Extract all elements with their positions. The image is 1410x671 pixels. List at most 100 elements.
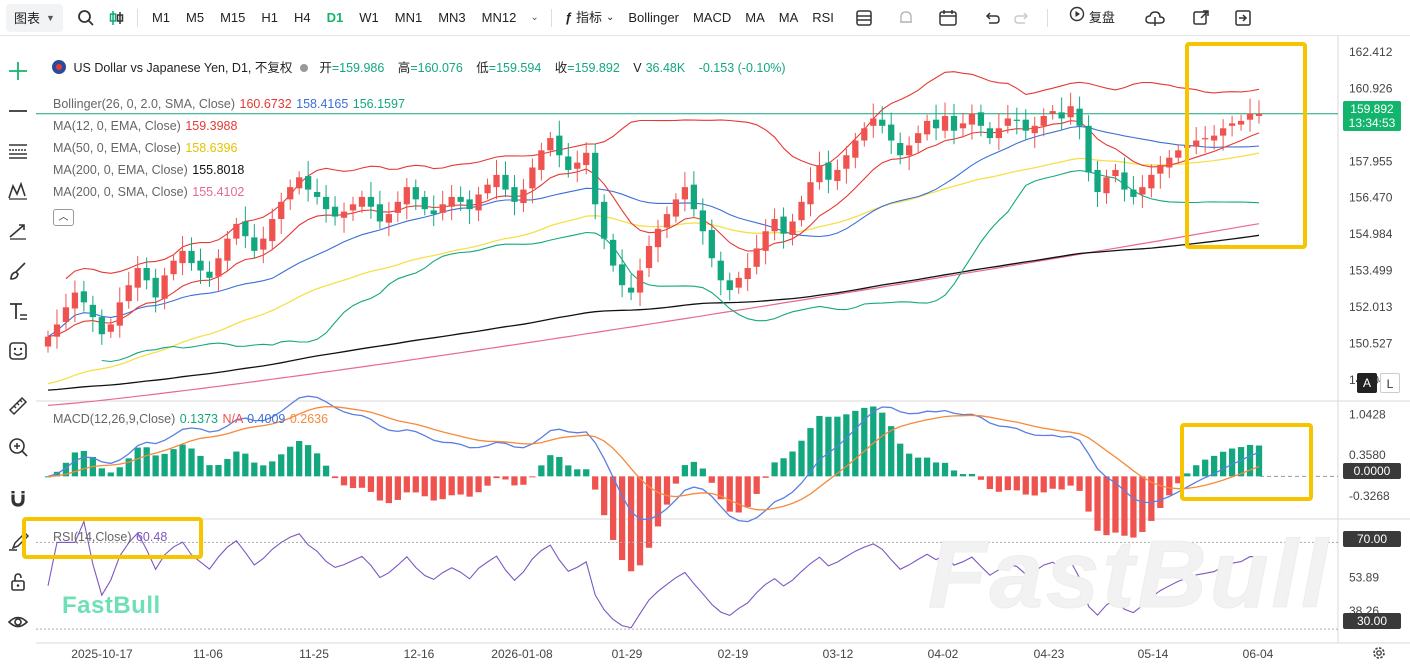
candle-body <box>107 324 114 332</box>
undo-icon[interactable] <box>977 3 1007 33</box>
candle-body <box>278 201 285 219</box>
draw-mode-icon[interactable] <box>3 526 33 556</box>
price-axis-label: 157.955 <box>1349 154 1393 168</box>
timeframe-h4[interactable]: H4 <box>293 9 311 25</box>
sma200-legend[interactable]: MA(200, 0, SMA, Close) 155.4102 <box>52 185 244 199</box>
candle <box>538 142 545 181</box>
x-axis-label: 04-02 <box>928 647 959 661</box>
ema12-legend[interactable]: MA(12, 0, EMA, Close) 159.3988 <box>52 119 237 133</box>
candle <box>753 234 760 275</box>
layout-icon[interactable] <box>849 3 879 33</box>
open-external-icon[interactable] <box>1186 3 1216 33</box>
text-tool-icon[interactable] <box>3 296 33 326</box>
pattern-icon[interactable] <box>3 176 33 206</box>
replay-button[interactable]: 复盘 <box>1062 4 1122 32</box>
candle <box>834 159 841 191</box>
candle <box>1058 97 1065 131</box>
cloud-icon[interactable] <box>1140 3 1170 33</box>
collapse-legend-button[interactable]: ︿ <box>53 209 74 226</box>
timeframe-mn3[interactable]: MN3 <box>438 9 466 25</box>
candle-body <box>53 324 61 337</box>
timeframe-w1[interactable]: W1 <box>359 9 379 25</box>
timeframe-more-icon[interactable]: ⌄ <box>530 12 539 23</box>
macd-histogram-bar <box>215 464 222 477</box>
indicator-shortcuts: Bollinger MACD MA MA RSI <box>621 4 841 32</box>
candle-body <box>260 238 267 250</box>
candle-body <box>1013 119 1020 121</box>
candle-body <box>959 123 967 129</box>
candle-body <box>995 128 1002 139</box>
macd-histogram-bar <box>789 451 796 477</box>
indicator-shortcut-macd-1[interactable]: MACD <box>692 9 732 25</box>
redo-icon[interactable] <box>1007 3 1037 33</box>
timeframe-m5[interactable]: M5 <box>186 9 205 25</box>
candle-body <box>1148 174 1155 189</box>
timeframe-mn12[interactable]: MN12 <box>481 9 517 25</box>
auto-scale-button[interactable]: A <box>1357 373 1377 393</box>
ruler-icon[interactable] <box>3 391 33 421</box>
fibonacci-icon[interactable] <box>3 136 33 166</box>
chart-menu-button[interactable]: 图表 ▼ <box>6 3 63 32</box>
timeframe-h1[interactable]: H1 <box>261 9 278 25</box>
candle-body <box>161 275 168 299</box>
macd-histogram-bar <box>618 476 626 561</box>
candle-body <box>1219 128 1227 136</box>
ema50-legend[interactable]: MA(50, 0, EMA, Close) 158.6396 <box>52 141 237 155</box>
bollinger-legend[interactable]: Bollinger(26, 0, 2.0, SMA, Close) 160.67… <box>52 97 405 111</box>
candlestick-type-icon[interactable] <box>101 3 131 33</box>
candle <box>340 202 348 233</box>
candle-body <box>331 206 339 217</box>
macd-histogram-bar <box>260 465 267 477</box>
timeframe-m15[interactable]: M15 <box>220 9 246 25</box>
alert-bell-icon[interactable] <box>891 3 921 33</box>
macd-histogram-bar <box>305 445 312 477</box>
log-scale-button[interactable]: L <box>1380 373 1400 393</box>
chevron-down-icon: ▼ <box>46 12 55 23</box>
candle <box>843 146 850 184</box>
macd-legend[interactable]: MACD(12,26,9,Close) 0.1373 N/A 0.4009 0.… <box>52 412 328 426</box>
macd-histogram-bar <box>1076 476 1083 491</box>
macd-histogram-bar <box>403 476 410 493</box>
replay-label: 复盘 <box>1088 9 1115 25</box>
candle <box>143 257 150 290</box>
macd-histogram-bar <box>636 476 644 566</box>
search-icon[interactable] <box>71 3 101 33</box>
candle <box>71 280 79 322</box>
candle-body <box>251 237 258 251</box>
macd-axis-label: 1.0428 <box>1349 407 1386 421</box>
eye-icon[interactable] <box>3 607 33 637</box>
indicator-button[interactable]: ƒ 指标 ⌄ <box>558 4 622 32</box>
macd-hist-value: 0.1373 <box>179 412 218 426</box>
timeframe-mn1[interactable]: MN1 <box>394 9 423 25</box>
magnet-icon[interactable] <box>3 484 33 514</box>
lock-icon[interactable] <box>3 567 33 597</box>
candle <box>1255 100 1263 124</box>
timeframe-d1[interactable]: D1 <box>326 9 344 25</box>
timeframe-m1[interactable]: M1 <box>151 9 170 25</box>
candle-body <box>1067 106 1074 118</box>
candle <box>1211 125 1218 150</box>
indicator-shortcut-bollinger-0[interactable]: Bollinger <box>628 9 679 25</box>
x-axis-label: 06-04 <box>1243 647 1274 661</box>
indicator-shortcut-rsi-4[interactable]: RSI <box>812 9 834 25</box>
candle <box>313 178 321 205</box>
ema200-legend[interactable]: MA(200, 0, EMA, Close) 155.8018 <box>52 163 244 177</box>
trend-line-icon[interactable] <box>3 96 33 126</box>
settings-gear-icon[interactable] <box>1371 645 1389 663</box>
brush-icon[interactable] <box>3 256 33 286</box>
crosshair-icon[interactable] <box>3 56 33 86</box>
macd-histogram-bar <box>699 468 706 477</box>
zoom-in-icon[interactable] <box>3 432 33 462</box>
emoji-icon[interactable] <box>3 336 33 366</box>
candle <box>89 295 96 333</box>
rsi-30-value: 30.00 <box>1356 614 1388 628</box>
rsi-legend[interactable]: RSI(14,Close) 60.48 <box>52 530 167 544</box>
indicator-shortcut-ma-2[interactable]: MA <box>745 9 765 25</box>
macd-histogram-bar <box>529 476 536 478</box>
projection-icon[interactable] <box>3 216 33 246</box>
exit-fullscreen-icon[interactable] <box>1228 3 1258 33</box>
indicator-shortcut-ma-3[interactable]: MA <box>778 9 799 25</box>
calendar-icon[interactable] <box>933 3 963 33</box>
